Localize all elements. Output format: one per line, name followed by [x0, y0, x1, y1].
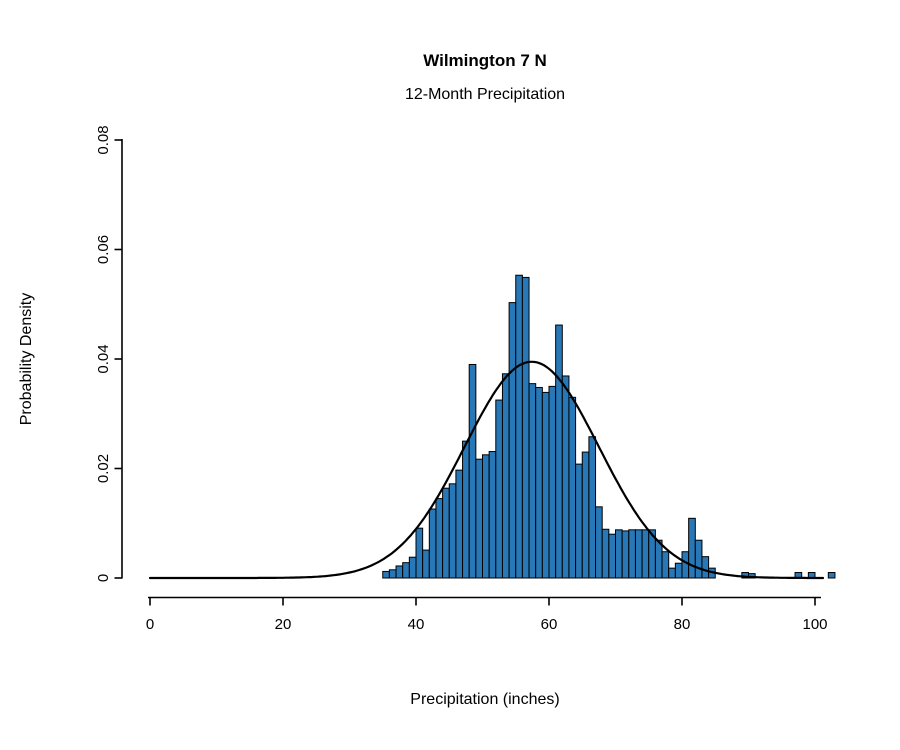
histogram-bar [661, 551, 670, 579]
histogram-bar [595, 506, 603, 579]
histogram-bar [688, 517, 696, 579]
y-tick-label: 0.02 [95, 454, 112, 483]
y-tick-label: 0.06 [95, 235, 112, 264]
histogram-bar [541, 391, 550, 579]
histogram-bar [521, 276, 530, 579]
histogram-bar [528, 383, 537, 579]
histogram-bar [568, 396, 577, 579]
histogram-bar [701, 556, 710, 579]
x-axis-label: Precipitation (inches) [410, 691, 560, 708]
histogram-bar [654, 539, 663, 579]
histogram-bar [601, 528, 610, 579]
histogram-bar [608, 533, 616, 579]
histogram-bar [634, 529, 643, 579]
histogram-bar [488, 451, 497, 579]
histogram-bar [435, 498, 444, 579]
histogram-bars [382, 274, 836, 579]
histogram-bar [408, 556, 417, 579]
x-tick-label: 80 [674, 616, 691, 633]
histogram-bar [395, 565, 404, 579]
histogram-bar [495, 399, 503, 579]
histogram-bar [422, 549, 430, 579]
histogram-bar [681, 551, 690, 579]
histogram-bar [468, 363, 477, 579]
histogram-bar [388, 569, 397, 579]
y-axis: 0 0.02 0.04 0.06 0.08 [95, 125, 123, 582]
x-tick-label: 100 [802, 616, 827, 633]
histogram-bar [575, 463, 583, 579]
histogram-bar [621, 530, 630, 579]
histogram-bar [402, 562, 410, 579]
x-tick-label: 0 [146, 616, 154, 633]
normal-curve-path [148, 360, 825, 580]
chart-title: Wilmington 7 N [423, 51, 547, 70]
histogram-bar [482, 454, 490, 579]
histogram-bar [694, 539, 703, 579]
histogram-bar [668, 567, 676, 579]
x-tick-label: 40 [408, 616, 425, 633]
histogram-bar [588, 436, 597, 579]
y-tick-label: 0 [95, 574, 112, 582]
chart-subtitle: 12-Month Precipitation [404, 86, 566, 103]
x-axis: 0 20 40 60 80 100 [146, 596, 828, 633]
histogram-bar [382, 570, 390, 579]
histogram-bar [475, 458, 484, 579]
histogram-bar [615, 529, 623, 579]
histogram-bar [515, 274, 523, 579]
histogram-bar [561, 375, 570, 579]
histogram-bar [415, 527, 424, 579]
x-tick-label: 20 [275, 616, 292, 633]
y-axis-label: Probability Density [18, 292, 35, 426]
histogram-bar [508, 302, 517, 579]
histogram-bar [548, 385, 557, 579]
histogram-bar [462, 440, 470, 579]
histogram-bar [535, 386, 543, 579]
histogram-bar [555, 324, 563, 579]
y-tick-label: 0.04 [95, 344, 112, 373]
x-tick-label: 60 [541, 616, 558, 633]
histogram-bar [581, 451, 590, 579]
histogram-bar [674, 562, 683, 579]
density-curve [148, 360, 825, 580]
histogram-bar [428, 508, 437, 579]
histogram-bar [448, 483, 457, 579]
histogram-bar [455, 469, 464, 579]
histogram-bar [501, 373, 510, 579]
histogram-bar [641, 529, 650, 579]
histogram-bar [442, 487, 450, 579]
histogram-bar [628, 529, 636, 579]
histogram-bar [827, 572, 836, 579]
y-tick-label: 0.08 [95, 125, 112, 154]
